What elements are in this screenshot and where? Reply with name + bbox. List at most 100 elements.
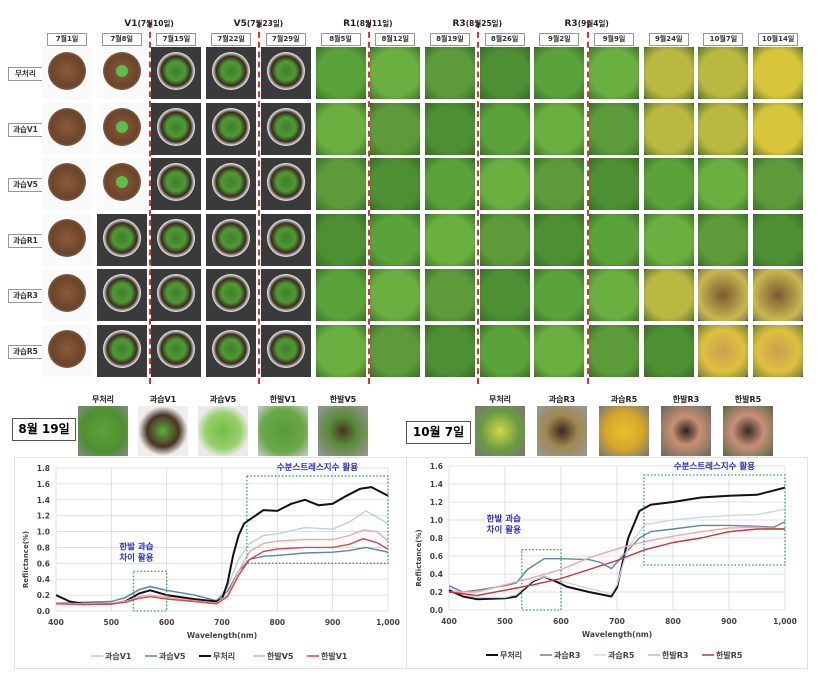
stage-divider — [149, 22, 152, 384]
pot — [48, 274, 86, 313]
annotation-text: 한발 과습 — [487, 514, 521, 525]
plant-photo — [96, 47, 147, 99]
plant-photo — [370, 213, 421, 266]
plant-photo — [753, 269, 804, 322]
thumb-label: 한발R3 — [672, 395, 700, 404]
chart-panel-right: 0.0 0.2 0.4 0.6 0.8 1.0 1.2 1.4 1.6 400 500 600 700 8… — [406, 457, 808, 669]
plant-canopy — [589, 102, 639, 155]
plant-photo — [260, 213, 311, 266]
plant-canopy — [424, 213, 475, 266]
plant-photo — [151, 269, 202, 322]
y-tick-label: 0.4 — [430, 570, 443, 579]
thumb-label: 무처리 — [488, 395, 512, 404]
thumb-photo — [318, 406, 368, 456]
plant-photo — [206, 158, 257, 211]
plant-canopy — [534, 158, 585, 211]
plant-photo — [698, 102, 749, 155]
pot — [48, 330, 86, 368]
plant-canopy — [534, 102, 585, 155]
plant-canopy — [589, 47, 639, 99]
series-line — [448, 508, 786, 599]
plant-photo — [698, 325, 749, 377]
y-tick-label: 1.6 — [37, 480, 50, 489]
plant-canopy — [424, 269, 475, 322]
pot — [48, 163, 86, 202]
pot — [266, 274, 305, 313]
x-tick-label: 700 — [214, 618, 230, 627]
plant-canopy — [315, 102, 366, 155]
series-line — [55, 510, 389, 604]
plant-photo — [643, 47, 694, 99]
plant-canopy — [753, 325, 804, 377]
plant-photo — [753, 47, 804, 99]
plant-photo — [260, 102, 311, 155]
plant-photo — [206, 102, 257, 155]
thumb-label: 과습R5 — [610, 395, 638, 404]
plant-canopy — [370, 47, 421, 99]
y-tick-label: 1.2 — [37, 512, 50, 521]
plant-photo — [534, 102, 585, 155]
plant-canopy — [698, 158, 749, 211]
x-tick-label: 800 — [665, 617, 681, 626]
series-line — [448, 486, 786, 601]
plant-photo — [643, 102, 694, 155]
x-tick-label: 1,000 — [773, 617, 797, 626]
plant-canopy — [589, 269, 639, 322]
date-label: 8월26일 — [484, 33, 525, 46]
thumb-label: 과습V5 — [209, 395, 237, 404]
plant-photo — [151, 213, 202, 266]
plant-photo — [479, 213, 530, 266]
pot — [102, 52, 141, 90]
plant-photo — [206, 213, 257, 266]
date-label-right: 10월 7일 — [406, 421, 471, 444]
plant-photo — [479, 102, 530, 155]
y-tick-label: 0.2 — [430, 588, 443, 597]
x-tick-label: 800 — [270, 618, 286, 627]
pot — [157, 330, 196, 368]
plant-photo — [315, 102, 366, 155]
plant-photo — [479, 325, 530, 377]
plant-photo — [534, 213, 585, 266]
x-tick-label: 600 — [553, 617, 569, 626]
pot — [266, 107, 305, 146]
plant-canopy — [534, 213, 585, 266]
annotation-text: 한발 과습 — [119, 541, 153, 552]
plant-canopy — [370, 325, 421, 377]
x-tick-label: 900 — [721, 617, 737, 626]
annotation-box — [643, 474, 786, 566]
plant-photo — [589, 158, 639, 211]
plant-photo — [151, 325, 202, 377]
plant-canopy — [315, 47, 366, 99]
pot — [266, 163, 305, 202]
plant-canopy — [643, 102, 694, 155]
plant-canopy — [315, 325, 366, 377]
date-label: 7월29일 — [265, 33, 306, 46]
plant-photo — [315, 213, 366, 266]
plant-canopy — [589, 213, 639, 266]
plant-photo — [643, 213, 694, 266]
date-label: 9월9일 — [594, 33, 634, 46]
plant-photo — [42, 325, 92, 377]
plant-photo — [370, 325, 421, 377]
plant-canopy — [370, 158, 421, 211]
plant-photo — [698, 158, 749, 211]
row-label: 과습R3 — [8, 289, 43, 304]
plant-canopy — [643, 158, 694, 211]
plant-photo — [479, 269, 530, 322]
y-tick-label: 0.0 — [37, 607, 50, 616]
plant-canopy — [753, 213, 804, 266]
stage-divider — [477, 22, 480, 384]
x-axis-label: Wavelength(nm) — [582, 630, 652, 639]
plant-photo — [206, 325, 257, 377]
row-label: 과습V1 — [8, 122, 43, 137]
plant-photo — [643, 325, 694, 377]
plant-canopy — [589, 158, 639, 211]
thumb-photo — [599, 406, 649, 456]
series-line — [55, 538, 389, 606]
thumb-label: 무처리 — [91, 395, 115, 404]
plant-photo — [424, 158, 475, 211]
row-label: 과습V5 — [8, 178, 43, 193]
y-tick-label: 1.0 — [430, 516, 443, 525]
plant-photo — [534, 325, 585, 377]
